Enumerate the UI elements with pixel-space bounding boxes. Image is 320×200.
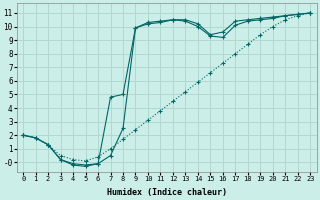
X-axis label: Humidex (Indice chaleur): Humidex (Indice chaleur) (107, 188, 227, 197)
